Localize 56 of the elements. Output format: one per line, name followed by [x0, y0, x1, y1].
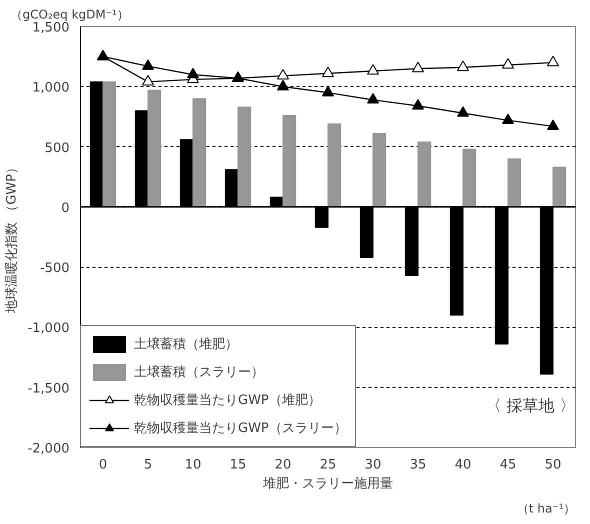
legend-label: 乾物収穫量当たりGWP（スラリー） — [134, 420, 347, 437]
bar — [238, 106, 252, 208]
y-tick-label: -1,000 — [28, 321, 70, 336]
legend-label: 土壌蓄積（スラリー） — [134, 364, 264, 381]
point — [457, 106, 469, 117]
y-tick-label: 1,000 — [32, 80, 70, 96]
x-tick-label: 25 — [320, 458, 336, 472]
bar — [328, 123, 342, 208]
bar — [552, 166, 566, 208]
point — [547, 56, 559, 66]
y-tick-label: 1,500 — [32, 20, 70, 36]
bar — [192, 98, 206, 208]
point — [412, 62, 424, 72]
x-tick-label: 15 — [230, 458, 246, 472]
x-tick-label: 50 — [544, 458, 562, 472]
point — [142, 59, 154, 70]
x-tick-label: 40 — [454, 458, 472, 472]
point — [502, 58, 514, 69]
x-tick-label: 10 — [184, 458, 202, 472]
y-tick-label: 0 — [61, 200, 70, 216]
bar — [102, 81, 116, 208]
bar — [508, 158, 522, 208]
point — [187, 68, 199, 78]
x-tick-label: 35 — [410, 458, 426, 472]
point — [457, 60, 469, 72]
annotation: 〈 採草地 〉 — [485, 396, 576, 415]
point — [367, 64, 379, 75]
x-tick-label: 5 — [144, 458, 152, 472]
x-tick-label: 45 — [500, 458, 516, 472]
y-tick-label: -1,500 — [28, 381, 70, 396]
point — [277, 80, 289, 90]
bar — [148, 90, 162, 208]
bar — [462, 148, 476, 208]
bar — [372, 133, 386, 208]
x-tick-label: 20 — [274, 458, 292, 472]
y-axis-title: 地球温暖化指数 （GWP） — [4, 161, 20, 314]
legend-label: 土壌蓄積（堆肥） — [134, 336, 238, 353]
x-tick-label: 30 — [364, 458, 382, 472]
point — [142, 74, 154, 86]
y-tick-label: 500 — [44, 140, 70, 156]
text: （t ha⁻¹） — [516, 502, 576, 516]
legend-label: 乾物収穫量当たりGWP（堆肥） — [134, 392, 321, 409]
point — [277, 68, 289, 80]
text: （gCO₂eq kgDM⁻¹） — [10, 8, 129, 22]
x-tick-label: 0 — [98, 458, 108, 472]
bar — [282, 115, 296, 208]
y-tick-label: -2,000 — [28, 442, 70, 456]
bar — [418, 141, 432, 208]
point — [322, 86, 334, 96]
point — [502, 113, 514, 124]
point — [412, 99, 424, 110]
point — [322, 66, 334, 78]
y-tick-label: -500 — [40, 261, 70, 276]
x-axis-title: 堆肥・スラリー施用量 — [262, 476, 393, 492]
point — [367, 93, 379, 104]
point — [547, 119, 559, 130]
